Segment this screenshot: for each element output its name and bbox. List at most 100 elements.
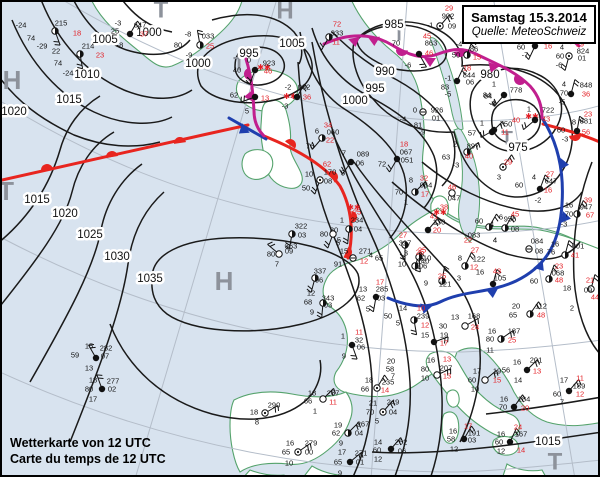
station-value: 25 <box>416 248 424 257</box>
wind-barb-tick <box>469 255 474 260</box>
station-value: -4 <box>400 115 407 124</box>
wind-barb-tick <box>90 346 96 349</box>
isobar <box>297 61 373 475</box>
station-value: 290 <box>268 401 281 410</box>
graticule-line <box>65 2 598 122</box>
wind-barb-tick <box>284 245 290 250</box>
station-plot: -3 647 25 37 -8 <box>111 19 148 50</box>
station-value: 09 <box>285 247 293 256</box>
station-value: 5 <box>337 236 341 245</box>
station-value: 239 <box>417 312 430 321</box>
station-value: 363 <box>285 242 298 251</box>
station-value: 36 <box>303 93 311 102</box>
wind-barb-tick <box>310 189 316 195</box>
station-value: 57 <box>468 129 476 138</box>
station-value: 80 <box>421 365 429 374</box>
station-value: 27 <box>471 246 479 255</box>
wind-barb-tick <box>368 308 374 313</box>
station-value: 10 <box>285 459 293 468</box>
wind-barb-tick <box>425 181 428 187</box>
station-value: 60 <box>556 52 564 61</box>
station-value: 1 <box>404 198 408 207</box>
wind-barb-tick <box>197 32 204 36</box>
wind-barb-tick <box>369 304 375 309</box>
station-circle-dot <box>501 165 505 169</box>
station-circle-clear <box>461 322 469 330</box>
station-value: 50 <box>384 312 392 321</box>
station-value: 17 <box>473 367 481 376</box>
station-circle-overcast <box>348 341 356 349</box>
station-value: 12 <box>576 390 584 399</box>
station-value: 215 <box>55 19 68 28</box>
station-value: 2 <box>570 304 574 313</box>
station-value: 70 <box>392 39 400 48</box>
station-value: 60 <box>373 446 381 455</box>
wind-barb-tick <box>471 425 476 431</box>
station-circle-overcast <box>372 293 380 301</box>
station-half-fill <box>329 33 333 41</box>
station-value: 17 <box>376 278 384 287</box>
station-value: 32 <box>420 174 428 183</box>
station-circle-overcast <box>251 93 259 101</box>
station-value: 17 <box>421 190 429 199</box>
wind-barb-tick <box>358 422 361 428</box>
graticule-line <box>2 237 598 353</box>
station-value: 112 <box>535 302 547 311</box>
cold-front-symbol <box>533 260 544 271</box>
station-value: -3 <box>562 135 569 144</box>
station-half-fill <box>292 230 296 238</box>
station-value: 39 <box>584 196 592 205</box>
isobar-label: 995 <box>365 83 384 95</box>
station-value: 5 <box>341 169 345 178</box>
station-value: 956 <box>504 215 517 224</box>
station-value: 7 <box>275 260 279 269</box>
station-value: 5 <box>245 107 249 116</box>
station-value: 19 <box>493 367 501 376</box>
wind-barb-tick <box>520 397 524 403</box>
station-value: -1 <box>445 74 452 83</box>
pressure-center-T: T <box>154 2 169 24</box>
isobar <box>485 396 598 415</box>
station-plot: -24 215 74 18 <box>16 19 81 46</box>
wind-barb-tick <box>285 241 291 246</box>
station-circle-overcast <box>98 385 106 393</box>
wind-barb-tick <box>573 82 579 87</box>
occluded-front-symbol <box>424 58 436 67</box>
station-value: 60 <box>468 376 476 385</box>
wind-barb-tick <box>414 266 421 270</box>
station-value: 65 <box>334 458 342 467</box>
station-half-fill <box>80 50 84 58</box>
station-value: 13 <box>359 285 367 294</box>
station-value: 83 <box>441 83 449 92</box>
station-value: 4 <box>493 236 497 245</box>
isobar-label: 1005 <box>279 38 305 50</box>
station-value: 46 <box>264 67 272 76</box>
graticule-line <box>2 372 598 473</box>
station-value: 240 <box>417 257 430 266</box>
station-value: 18 <box>250 408 258 417</box>
isobar-label: 1015 <box>535 436 561 448</box>
station-value: 27 <box>546 170 554 179</box>
wind-barb-tick <box>553 264 559 270</box>
wind-barb-tick <box>510 332 513 338</box>
station-value: 923 <box>263 59 276 68</box>
station-value: 16 <box>286 439 294 448</box>
wind-barb-tick <box>494 216 499 222</box>
wind-barb-tick <box>578 379 582 385</box>
station-value: -3 <box>115 19 122 28</box>
station-value: 48 <box>555 276 563 285</box>
station-value: 06 <box>466 78 474 87</box>
station-value: 80 <box>174 41 182 50</box>
station-half-fill <box>489 223 493 231</box>
wind-barb-tick <box>311 141 315 148</box>
station-circle-overcast <box>251 66 259 74</box>
station-value: 18 <box>89 376 97 385</box>
cold-front-symbol <box>559 158 569 170</box>
precip-mark: ✱✱ <box>525 112 539 121</box>
wind-barb-tick <box>437 218 441 224</box>
